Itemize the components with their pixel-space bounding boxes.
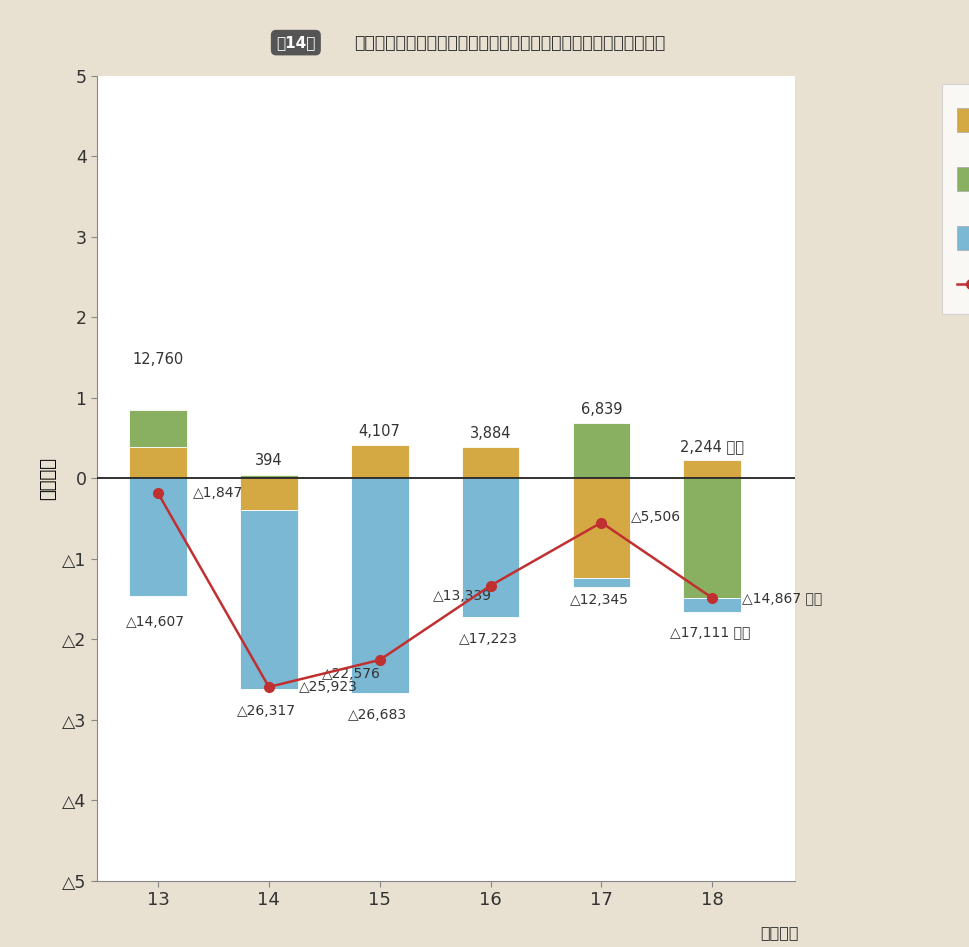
Bar	[572, 578, 630, 587]
Text: △1,847: △1,847	[193, 486, 243, 500]
Bar	[683, 598, 740, 612]
Bar	[351, 445, 408, 478]
Bar	[129, 447, 187, 478]
Bar	[351, 478, 408, 693]
Text: 2,244 億円: 2,244 億円	[679, 438, 743, 454]
Bar	[461, 447, 518, 478]
Text: 3,884: 3,884	[469, 426, 511, 440]
Text: △12,345: △12,345	[569, 593, 628, 606]
Text: 歳出決算増減額に占める義務的経費、投資的経費等の増減額の推移: 歳出決算増減額に占める義務的経費、投資的経費等の増減額の推移	[354, 33, 665, 52]
Text: △13,339: △13,339	[432, 589, 491, 603]
Text: △17,223: △17,223	[458, 632, 517, 646]
Text: 12,760: 12,760	[132, 352, 183, 367]
Text: 4,107: 4,107	[359, 424, 400, 439]
Text: △14,607: △14,607	[126, 616, 185, 629]
Text: △26,317: △26,317	[236, 705, 296, 719]
Text: △17,111 億円: △17,111 億円	[670, 626, 749, 639]
Text: △14,867 億円: △14,867 億円	[741, 591, 822, 605]
Text: △22,576: △22,576	[322, 667, 381, 681]
Bar	[239, 475, 297, 478]
Text: △5,506: △5,506	[631, 509, 681, 524]
Y-axis label: （兆円）: （兆円）	[39, 456, 56, 500]
Text: 6,839: 6,839	[580, 402, 621, 417]
Bar	[572, 478, 630, 578]
Bar	[572, 423, 630, 478]
Bar	[239, 478, 297, 509]
Bar	[683, 478, 740, 598]
Legend: その他
の経費, 義務的
経　費, 投資的
経　費, 純増減額: その他 の経費, 義務的 経 費, 投資的 経 費, 純増減額	[942, 84, 969, 314]
Text: △25,923: △25,923	[298, 680, 358, 694]
Bar	[129, 410, 187, 447]
Bar	[683, 460, 740, 478]
Text: 第14図: 第14図	[276, 35, 315, 50]
Text: 394: 394	[255, 454, 282, 468]
Text: △26,683: △26,683	[348, 707, 407, 722]
Bar	[129, 478, 187, 596]
Text: （年度）: （年度）	[760, 925, 797, 940]
Bar	[461, 478, 518, 616]
Bar	[239, 509, 297, 689]
